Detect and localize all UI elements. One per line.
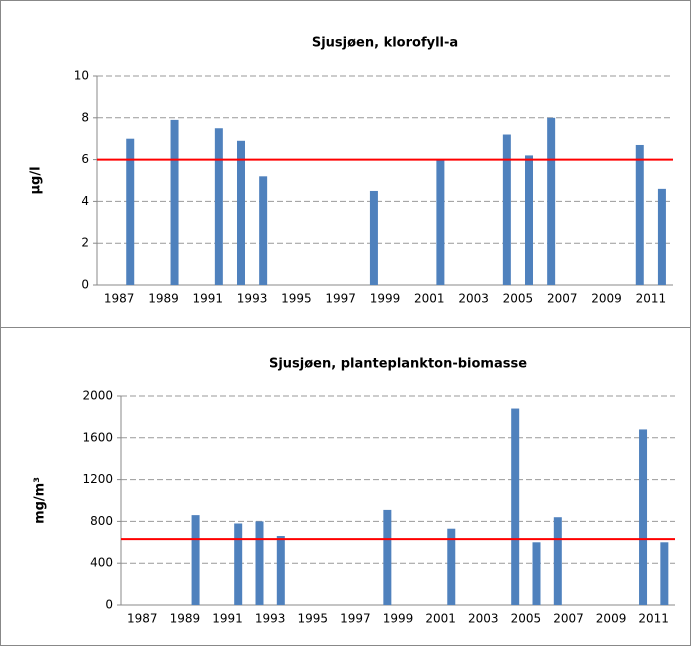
chart-title: Sjusjøen, klorofyll-a — [312, 36, 458, 51]
y-tick-label: 10 — [74, 69, 89, 83]
x-tick-label: 1987 — [104, 292, 135, 306]
x-tick-label: 1997 — [325, 292, 356, 306]
x-tick-label: 2001 — [414, 292, 445, 306]
y-tick-label: 0 — [81, 278, 89, 292]
bar — [553, 517, 562, 605]
bar — [255, 521, 264, 605]
y-axis-label: µg/l — [29, 166, 44, 194]
bar — [436, 159, 445, 285]
bar — [657, 188, 666, 285]
bar — [525, 155, 533, 285]
y-tick-label: 8 — [81, 110, 89, 124]
x-tick-label: 2009 — [596, 612, 627, 626]
x-tick-label: 1999 — [370, 292, 401, 306]
bar — [276, 536, 285, 605]
x-tick-label: 2011 — [638, 612, 669, 626]
y-tick-label: 2000 — [82, 389, 113, 403]
bar — [635, 144, 644, 285]
x-tick-label: 2011 — [636, 292, 667, 306]
y-tick-label: 4 — [81, 194, 89, 208]
x-tick-label: 1989 — [170, 612, 201, 626]
x-tick-label: 2005 — [503, 292, 534, 306]
bar — [259, 176, 268, 285]
x-tick-label: 2001 — [425, 612, 456, 626]
bar — [660, 542, 669, 605]
bar — [214, 128, 223, 285]
y-tick-label: 1600 — [82, 430, 113, 444]
bar — [447, 528, 456, 605]
x-tick-label: 1989 — [148, 292, 179, 306]
x-tick-label: 1993 — [255, 612, 286, 626]
bar — [639, 429, 648, 605]
bar — [237, 140, 245, 285]
y-tick-label: 6 — [81, 152, 89, 166]
bar — [191, 515, 200, 605]
x-tick-label: 1999 — [383, 612, 414, 626]
bar — [532, 542, 541, 605]
x-tick-label: 2009 — [591, 292, 622, 306]
bar — [170, 119, 179, 285]
bar — [502, 134, 511, 285]
y-axis-label: mg/m³ — [33, 477, 48, 524]
y-tick-label: 800 — [90, 514, 113, 528]
bar — [547, 117, 556, 285]
x-tick-label: 1991 — [192, 292, 223, 306]
x-tick-label: 2003 — [468, 612, 499, 626]
x-tick-label: 2007 — [547, 292, 578, 306]
x-tick-label: 1991 — [212, 612, 243, 626]
x-tick-label: 2007 — [553, 612, 584, 626]
x-tick-label: 1995 — [281, 292, 312, 306]
x-tick-label: 2005 — [511, 612, 542, 626]
bar — [234, 523, 243, 605]
chart-frame — [0, 327, 691, 646]
x-tick-label: 1997 — [340, 612, 371, 626]
y-tick-label: 2 — [81, 236, 89, 250]
y-tick-label: 400 — [90, 556, 113, 570]
bar — [369, 190, 378, 285]
bar — [383, 509, 392, 605]
x-tick-label: 1987 — [127, 612, 158, 626]
chart-title: Sjusjøen, planteplankton-biomasse — [269, 357, 527, 372]
x-tick-label: 2003 — [458, 292, 489, 306]
y-tick-label: 1200 — [82, 472, 113, 486]
y-tick-label: 0 — [105, 598, 113, 612]
x-tick-label: 1995 — [297, 612, 328, 626]
bar — [511, 408, 520, 605]
x-tick-label: 1993 — [237, 292, 268, 306]
bar — [126, 138, 135, 285]
